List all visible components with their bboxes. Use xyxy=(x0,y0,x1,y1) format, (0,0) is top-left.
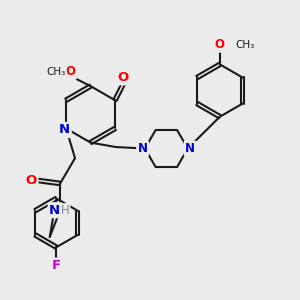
Text: N: N xyxy=(185,142,195,155)
Text: N: N xyxy=(138,142,148,155)
Text: O: O xyxy=(65,65,75,78)
Text: CH₃: CH₃ xyxy=(235,40,255,50)
Text: CH₃: CH₃ xyxy=(47,67,66,77)
Text: N: N xyxy=(59,123,70,136)
Text: H: H xyxy=(61,204,70,217)
Text: O: O xyxy=(118,71,129,84)
Text: N: N xyxy=(49,204,60,217)
Text: O: O xyxy=(215,38,225,51)
Text: F: F xyxy=(52,259,61,272)
Text: O: O xyxy=(26,174,37,187)
